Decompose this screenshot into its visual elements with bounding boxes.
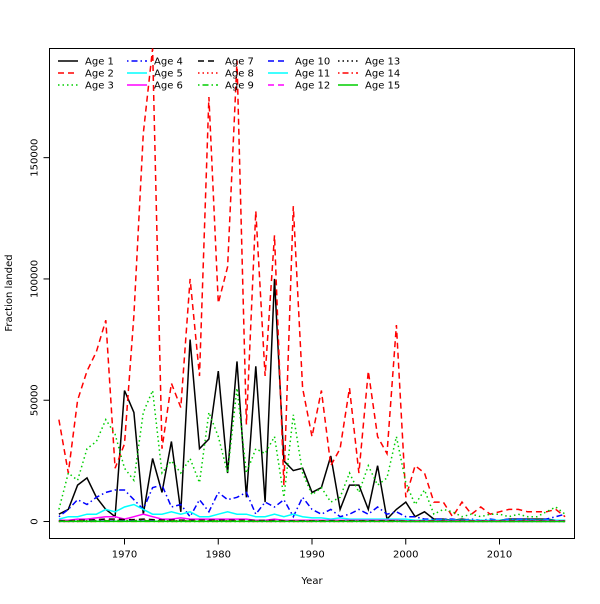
legend-label-age-4: Age 4 [154, 57, 183, 68]
legend-label-age-12: Age 12 [295, 81, 330, 92]
legend-label-age-1: Age 1 [85, 57, 114, 68]
legend-label-age-11: Age 11 [295, 69, 330, 80]
legend-label-age-6: Age 6 [154, 81, 183, 92]
legend-label-age-14: Age 14 [365, 69, 400, 80]
legend-label-age-15: Age 15 [365, 81, 400, 92]
x-axis-label: Year [300, 576, 323, 587]
legend-label-age-7: Age 7 [225, 57, 254, 68]
legend-label-age-5: Age 5 [154, 69, 183, 80]
legend-label-age-2: Age 2 [85, 69, 114, 80]
y-tick-label: 0 [30, 518, 41, 524]
x-tick-label: 2000 [393, 550, 418, 561]
y-tick-label: 50000 [30, 384, 41, 416]
y-tick-label: 150000 [30, 139, 41, 177]
y-tick-label: 100000 [30, 260, 41, 298]
legend-label-age-3: Age 3 [85, 81, 114, 92]
x-tick-label: 2010 [487, 550, 512, 561]
x-tick-label: 1990 [299, 550, 324, 561]
legend-label-age-8: Age 8 [225, 69, 254, 80]
x-tick-label: 1970 [112, 550, 137, 561]
legend-label-age-9: Age 9 [225, 81, 254, 92]
y-axis-label: Fraction landed [4, 254, 15, 331]
x-tick-label: 1980 [206, 550, 231, 561]
legend-label-age-13: Age 13 [365, 57, 400, 68]
legend-label-age-10: Age 10 [295, 57, 330, 68]
